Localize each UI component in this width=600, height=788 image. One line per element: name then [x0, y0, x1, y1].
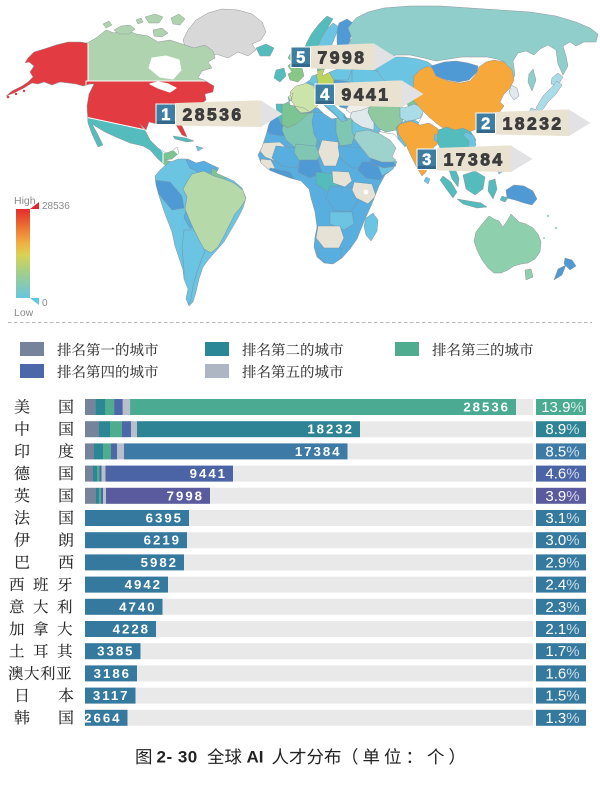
- svg-text:4740: 4740: [119, 599, 156, 614]
- svg-text:4.6%: 4.6%: [545, 466, 579, 483]
- svg-text:4228: 4228: [113, 622, 150, 637]
- svg-text:2- 30: 2- 30: [157, 748, 198, 767]
- svg-text:High: High: [14, 195, 36, 207]
- svg-text:1: 1: [161, 106, 170, 124]
- svg-text:1.6%: 1.6%: [545, 665, 579, 682]
- svg-text:13.9%: 13.9%: [541, 399, 584, 416]
- svg-text:3385: 3385: [97, 644, 134, 659]
- svg-text:17384: 17384: [295, 444, 342, 459]
- svg-text:5982: 5982: [141, 555, 178, 570]
- svg-text:1.3%: 1.3%: [545, 710, 579, 727]
- svg-text:3.0%: 3.0%: [545, 532, 579, 549]
- svg-text:1.7%: 1.7%: [545, 643, 579, 660]
- svg-text:28536: 28536: [463, 400, 510, 415]
- svg-text:2.1%: 2.1%: [545, 621, 579, 638]
- svg-text:0: 0: [42, 298, 48, 309]
- svg-text:8.9%: 8.9%: [545, 421, 579, 438]
- svg-text:3: 3: [422, 151, 431, 169]
- svg-text:3186: 3186: [94, 666, 131, 681]
- svg-text:4942: 4942: [125, 577, 162, 592]
- svg-text:6395: 6395: [146, 511, 183, 526]
- svg-text:3.9%: 3.9%: [545, 488, 579, 505]
- svg-text:28536: 28536: [183, 105, 244, 125]
- svg-text:2664: 2664: [84, 710, 121, 725]
- svg-text:7998: 7998: [167, 488, 204, 503]
- svg-text:2.9%: 2.9%: [545, 554, 579, 571]
- svg-text:3.1%: 3.1%: [545, 510, 579, 527]
- svg-text:Low: Low: [14, 307, 34, 319]
- svg-text:1.5%: 1.5%: [545, 688, 579, 705]
- svg-text:9441: 9441: [342, 85, 391, 105]
- svg-text:2.4%: 2.4%: [545, 577, 579, 594]
- svg-text:17384: 17384: [444, 150, 505, 170]
- svg-text:2: 2: [481, 115, 490, 133]
- svg-text:AI: AI: [247, 748, 264, 767]
- svg-text:2.3%: 2.3%: [545, 599, 579, 616]
- svg-text:7998: 7998: [318, 48, 367, 68]
- svg-text:3117: 3117: [93, 688, 130, 703]
- svg-text:28536: 28536: [42, 201, 70, 212]
- svg-text:6219: 6219: [144, 533, 181, 548]
- svg-text:18232: 18232: [503, 114, 564, 134]
- svg-text:8.5%: 8.5%: [545, 443, 579, 460]
- svg-text:5: 5: [296, 49, 305, 67]
- svg-text:18232: 18232: [307, 422, 354, 437]
- svg-text:9441: 9441: [190, 466, 227, 481]
- svg-text:4: 4: [320, 86, 330, 104]
